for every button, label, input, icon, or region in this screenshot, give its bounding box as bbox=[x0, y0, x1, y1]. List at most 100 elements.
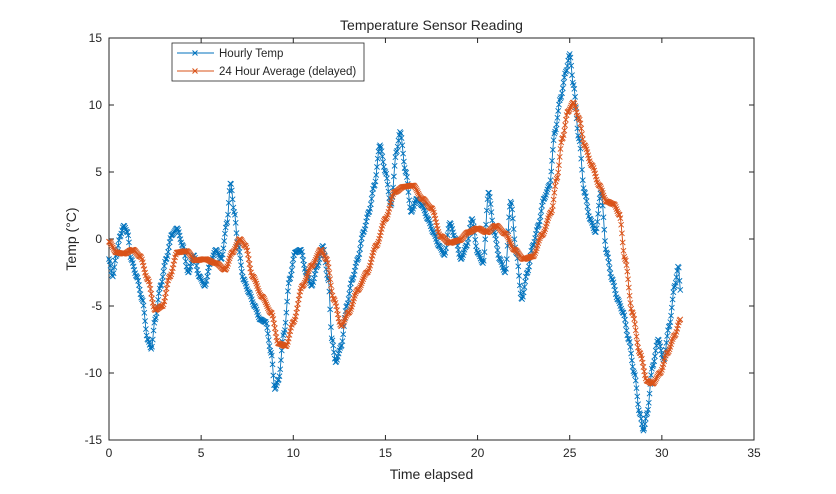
data-point bbox=[374, 242, 380, 249]
data-point bbox=[165, 249, 172, 255]
data-point bbox=[536, 235, 543, 242]
data-point bbox=[294, 305, 301, 312]
data-point bbox=[361, 274, 367, 280]
data-point bbox=[550, 196, 557, 203]
data-point bbox=[347, 308, 354, 314]
data-point bbox=[356, 285, 363, 292]
data-point bbox=[587, 216, 594, 223]
data-point bbox=[578, 155, 585, 162]
data-point bbox=[614, 208, 621, 215]
data-point bbox=[652, 353, 658, 360]
data-point bbox=[288, 272, 294, 278]
data-point bbox=[129, 260, 136, 266]
data-point bbox=[282, 319, 289, 326]
data-point bbox=[627, 344, 634, 350]
data-point bbox=[357, 282, 364, 289]
data-point bbox=[232, 246, 238, 252]
data-point bbox=[312, 256, 319, 263]
data-point bbox=[506, 236, 512, 243]
data-point bbox=[357, 240, 364, 247]
data-point bbox=[432, 215, 439, 222]
data-point bbox=[551, 189, 558, 196]
data-point bbox=[327, 282, 334, 289]
data-point bbox=[597, 183, 604, 190]
data-point bbox=[352, 290, 359, 297]
data-point bbox=[537, 213, 544, 220]
data-point bbox=[641, 425, 648, 432]
data-point bbox=[541, 195, 548, 202]
x-tick-label: 15 bbox=[379, 446, 393, 460]
legend: Hourly Temp 24 Hour Average (delayed) bbox=[171, 42, 365, 82]
data-point bbox=[472, 236, 479, 243]
data-point bbox=[603, 249, 610, 256]
data-point bbox=[672, 279, 679, 286]
data-point bbox=[384, 181, 391, 188]
data-point bbox=[669, 296, 676, 303]
data-point bbox=[612, 202, 618, 209]
data-point bbox=[136, 282, 142, 289]
data-point bbox=[149, 295, 155, 302]
data-point bbox=[381, 167, 388, 174]
data-point bbox=[129, 246, 135, 253]
data-point bbox=[404, 174, 410, 180]
data-point bbox=[593, 225, 600, 232]
data-point bbox=[202, 281, 209, 288]
data-point bbox=[559, 90, 565, 97]
data-point bbox=[551, 130, 558, 137]
data-point bbox=[557, 95, 564, 102]
data-point bbox=[261, 295, 268, 302]
y-tick-label: -5 bbox=[91, 299, 102, 313]
legend-marker-hourly bbox=[192, 50, 198, 56]
data-point bbox=[383, 215, 390, 222]
data-point bbox=[560, 132, 567, 139]
data-point bbox=[458, 255, 465, 262]
data-point bbox=[576, 115, 582, 122]
data-point bbox=[328, 288, 335, 294]
data-point bbox=[379, 153, 386, 160]
plot-area bbox=[108, 37, 755, 441]
data-point bbox=[625, 276, 631, 283]
data-point bbox=[392, 154, 399, 161]
data-point bbox=[342, 314, 349, 321]
data-point bbox=[622, 256, 628, 263]
data-point bbox=[399, 142, 406, 149]
data-point bbox=[283, 343, 290, 349]
data-point bbox=[552, 126, 559, 133]
data-point bbox=[579, 166, 585, 173]
data-point bbox=[368, 195, 375, 202]
data-point bbox=[531, 251, 538, 258]
data-point bbox=[562, 116, 569, 123]
data-point bbox=[413, 187, 420, 194]
data-point bbox=[138, 254, 145, 261]
data-point bbox=[665, 327, 671, 334]
data-point bbox=[264, 303, 271, 310]
data-point bbox=[324, 259, 331, 266]
data-point bbox=[289, 261, 296, 268]
data-point bbox=[359, 231, 366, 238]
data-point bbox=[311, 260, 317, 267]
data-point bbox=[635, 401, 641, 408]
data-point bbox=[677, 316, 684, 323]
data-point bbox=[634, 393, 641, 400]
y-tick-label: -10 bbox=[85, 366, 103, 380]
data-point bbox=[356, 251, 363, 257]
x-tick-label: 0 bbox=[106, 446, 113, 460]
data-point bbox=[569, 72, 575, 79]
data-point bbox=[552, 183, 559, 190]
data-point bbox=[594, 218, 601, 225]
data-point bbox=[175, 229, 182, 236]
data-point bbox=[261, 297, 268, 304]
data-point bbox=[230, 204, 237, 211]
data-point bbox=[571, 85, 578, 92]
data-point bbox=[110, 270, 117, 277]
data-point bbox=[147, 344, 154, 351]
data-point bbox=[238, 268, 245, 275]
data-point bbox=[623, 327, 630, 334]
data-point bbox=[671, 284, 678, 291]
data-point bbox=[508, 200, 515, 207]
data-point bbox=[327, 324, 334, 331]
data-point bbox=[567, 54, 574, 61]
data-point bbox=[159, 302, 166, 309]
data-point bbox=[265, 305, 271, 312]
data-point bbox=[269, 312, 276, 319]
